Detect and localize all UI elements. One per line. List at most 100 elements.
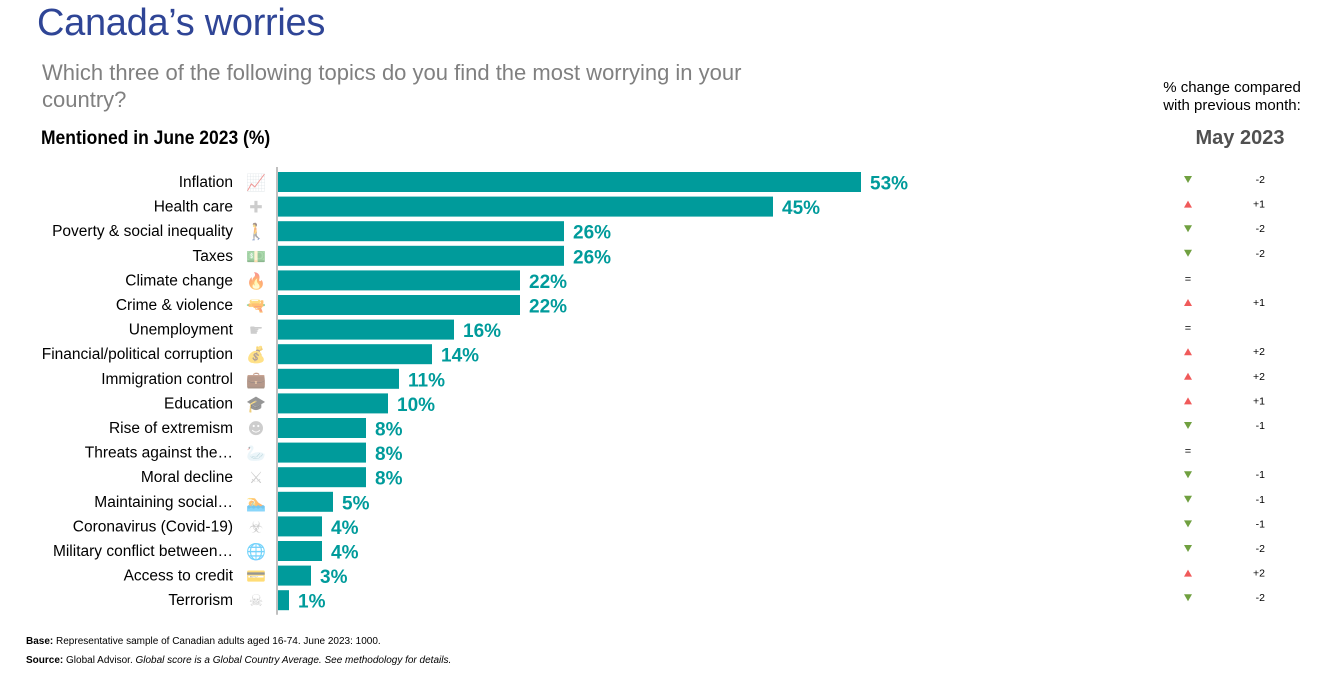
revolver-icon: 🔫 [246, 296, 266, 315]
globe-conflict-icon: 🌐 [246, 542, 266, 561]
category-label: Rise of extremism [109, 420, 233, 437]
no-change-symbol: = [1185, 273, 1191, 285]
bar [278, 393, 388, 414]
change-heading-line1: % change compared [1163, 79, 1301, 96]
no-change-symbol: = [1185, 323, 1191, 335]
down-arrow-icon [1184, 520, 1192, 528]
no-change-symbol: = [1185, 446, 1191, 458]
bar [278, 270, 520, 291]
up-arrow-icon [1184, 200, 1192, 208]
value-label: 53% [870, 174, 908, 195]
money-bag-icon: 💰 [246, 345, 266, 364]
up-arrow-icon [1184, 299, 1192, 306]
skull-crossbones-icon: ☠ [249, 591, 263, 610]
chart-subtitle: Mentioned in June 2023 (%) [41, 128, 271, 149]
biohazard-icon: ☣ [249, 517, 263, 536]
down-arrow-icon [1184, 176, 1192, 183]
value-label: 4% [331, 518, 359, 539]
bar [278, 541, 322, 561]
value-label: 10% [397, 395, 435, 416]
value-label: 8% [375, 420, 403, 441]
category-label: Inflation [179, 174, 233, 191]
change-value: -2 [1256, 592, 1265, 604]
category-label: Taxes [193, 248, 234, 265]
change-value: -1 [1256, 469, 1265, 481]
value-label: 1% [298, 592, 326, 613]
bar [278, 565, 311, 586]
person-icon: 🚶 [246, 222, 266, 241]
suitcase-icon: 💼 [246, 370, 266, 389]
category-label: Moral decline [141, 469, 233, 486]
change-value: -2 [1256, 223, 1265, 235]
change-value: +2 [1253, 568, 1265, 580]
category-label: Terrorism [168, 592, 233, 609]
category-label: Education [164, 395, 233, 412]
rising-chart-icon: 📈 [246, 173, 266, 192]
change-value: -2 [1256, 248, 1265, 260]
burning-globe-icon: 🔥 [246, 271, 266, 290]
category-label: Threats against the… [85, 445, 233, 462]
value-label: 45% [782, 198, 820, 219]
bar [278, 295, 520, 315]
change-value: +2 [1253, 371, 1265, 383]
value-label: 4% [331, 543, 359, 564]
change-value: -2 [1256, 543, 1265, 555]
category-label: Unemployment [129, 322, 234, 339]
up-arrow-icon [1184, 348, 1192, 356]
down-arrow-icon [1184, 495, 1192, 503]
category-label: Maintaining social… [94, 494, 233, 511]
value-label: 26% [573, 247, 611, 268]
pointing-hand-icon: ☛ [249, 321, 263, 340]
bar [278, 491, 333, 512]
base-text: Representative sample of Canadian adults… [53, 636, 381, 647]
change-value: -1 [1256, 518, 1265, 530]
credit-card-icon: 💳 [246, 567, 266, 586]
source-note: Global score is a Global Country Average… [135, 655, 452, 666]
up-arrow-icon [1184, 397, 1192, 405]
category-label: Financial/political corruption [42, 346, 233, 363]
category-label: Poverty & social inequality [52, 223, 233, 240]
change-heading-line2: with previous month: [1163, 97, 1301, 114]
fighting-figures-icon: ⚔ [249, 468, 263, 487]
bar [278, 590, 289, 611]
value-label: 22% [529, 272, 567, 293]
change-panel-month: May 2023 [1195, 127, 1285, 149]
bar [278, 467, 366, 488]
down-arrow-icon [1184, 594, 1192, 602]
change-value: -1 [1256, 494, 1265, 506]
bar [278, 319, 454, 340]
source-label: Source: [26, 655, 64, 666]
down-arrow-icon [1184, 249, 1192, 257]
money-icon: 💵 [246, 247, 266, 266]
down-arrow-icon [1184, 225, 1192, 233]
value-label: 8% [375, 444, 403, 465]
change-value: +2 [1253, 346, 1265, 358]
footer-base: Base: Representative sample of Canadian … [26, 636, 381, 647]
bar-chart: Inflation 📈 53% -2 Health care ✚ 45% +1 Poverty … [42, 167, 1265, 615]
sinking-person-icon: 🏊 [246, 493, 266, 512]
up-arrow-icon [1184, 569, 1192, 577]
value-label: 22% [529, 297, 567, 318]
category-label: Access to credit [124, 568, 234, 585]
value-label: 3% [320, 567, 348, 588]
bar [278, 245, 564, 266]
page-title: Canada’s worries [37, 2, 326, 44]
bar [278, 221, 564, 242]
value-label: 5% [342, 493, 370, 514]
bar [278, 442, 366, 463]
base-label: Base: [26, 636, 54, 647]
bar [278, 418, 366, 438]
down-arrow-icon [1184, 545, 1192, 552]
change-panel-heading: % change compared with previous month: [1150, 79, 1314, 115]
category-label: Climate change [125, 272, 233, 289]
nurse-cap-icon: ✚ [249, 198, 262, 217]
source-text: Global Advisor. [63, 655, 136, 666]
balaclava-icon: ☻ [248, 419, 265, 438]
change-value: +1 [1253, 297, 1265, 309]
value-label: 26% [573, 223, 611, 244]
bar [278, 172, 861, 192]
change-value: -2 [1256, 174, 1265, 186]
category-label: Coronavirus (Covid-19) [73, 518, 233, 535]
change-value: +1 [1253, 199, 1265, 211]
category-label: Military conflict between… [53, 543, 233, 560]
